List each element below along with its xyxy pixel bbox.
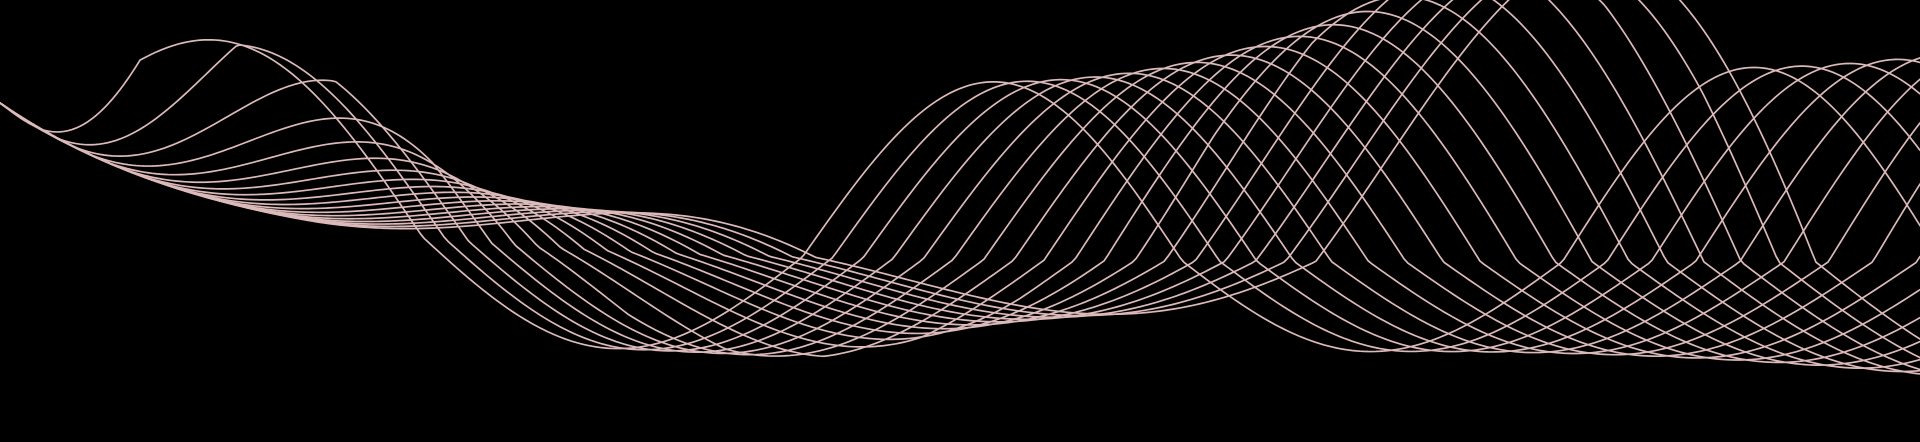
wave-line [0,35,1920,361]
wave-line [0,45,1920,359]
wave-line [0,62,1920,353]
wave-line [0,57,1920,355]
wave-line [0,38,1920,353]
wave-line [0,10,1920,366]
wave-line [0,23,1920,364]
wave-line [0,0,1920,369]
wave-line [0,58,1920,353]
wave-line [0,0,1920,375]
wave-line [0,0,1920,373]
wave-line [0,67,1920,356]
wave-line [0,0,1920,340]
wave-line [0,54,1920,358]
wave-line [0,61,1920,357]
wave-line [0,0,1920,371]
wave-lines-group [0,0,1920,375]
